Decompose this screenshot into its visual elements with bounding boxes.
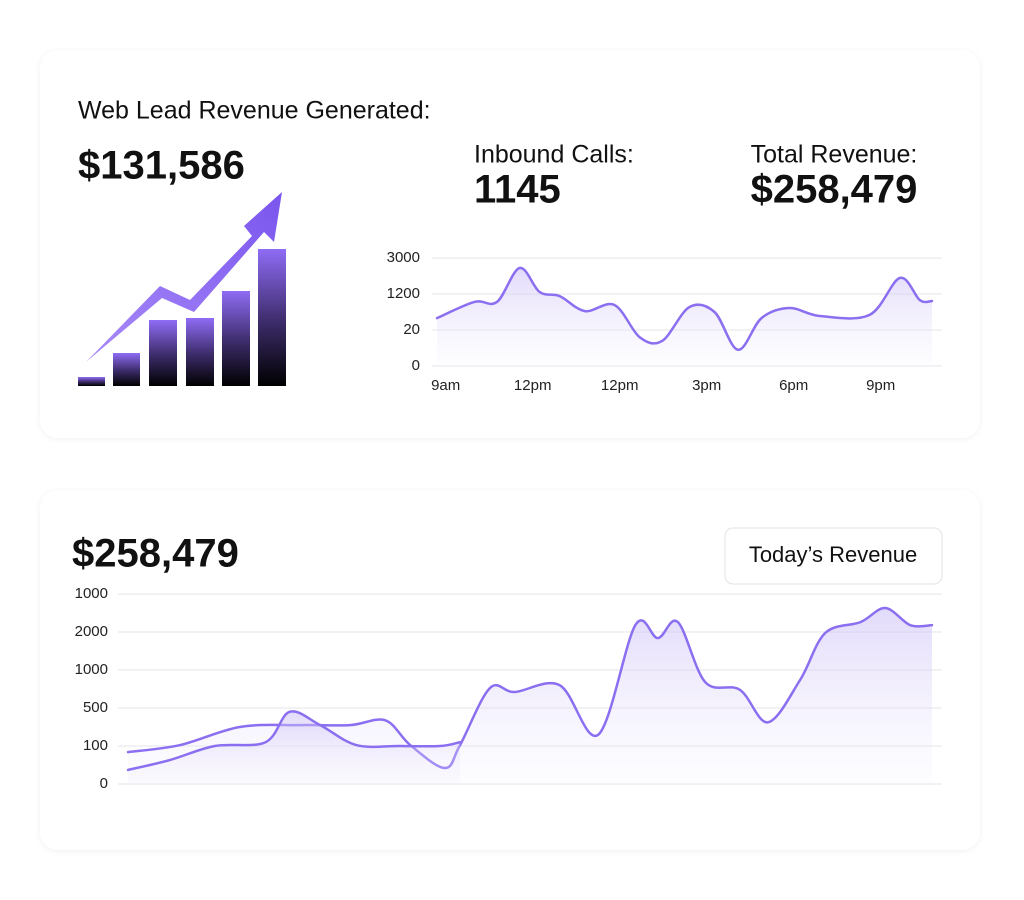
icon-bar: [113, 353, 140, 386]
today-value: $258,479: [72, 532, 239, 576]
icon-bar: [222, 291, 250, 386]
x-tick-label: 9am: [431, 377, 460, 394]
y-tick-label: 2000: [75, 623, 108, 640]
x-tick-label: 6pm: [779, 377, 808, 394]
calls-title: Inbound Calls:: [474, 141, 634, 169]
y-tick-label: 20: [403, 321, 420, 338]
icon-bar: [149, 320, 177, 386]
growth-arrow: [86, 192, 282, 362]
x-tick-label: 12pm: [514, 377, 552, 394]
icon-bar: [258, 249, 286, 386]
calls-value: 1145: [474, 168, 561, 212]
line: [126, 606, 934, 770]
y-tick-label: 0: [100, 775, 108, 792]
y-tick-label: 0: [412, 357, 420, 374]
y-tick-label: 500: [83, 699, 108, 716]
y-tick-label: 1200: [387, 285, 420, 302]
y-tick-label: 100: [83, 737, 108, 754]
line: [126, 710, 462, 772]
y-tick-label: 1000: [75, 661, 108, 678]
x-tick-label: 3pm: [692, 377, 721, 394]
leads-title: Web Lead Revenue Generated:: [78, 97, 431, 125]
x-tick-label: 12pm: [601, 377, 639, 394]
y-tick-label: 1000: [75, 585, 108, 602]
leads-value: $131,586: [78, 144, 245, 188]
area: [437, 267, 932, 366]
area: [128, 711, 461, 784]
total-title: Total Revenue:: [751, 141, 918, 169]
today-button-label[interactable]: Today’s Revenue: [749, 542, 917, 567]
total-value: $258,479: [751, 168, 918, 212]
x-tick-label: 9pm: [866, 377, 895, 394]
today-button[interactable]: [724, 527, 943, 585]
y-tick-label: 3000: [387, 249, 420, 266]
icon-bar: [186, 318, 214, 386]
line: [435, 266, 934, 352]
icon-bar: [78, 377, 105, 386]
growth-icon: [78, 192, 286, 386]
